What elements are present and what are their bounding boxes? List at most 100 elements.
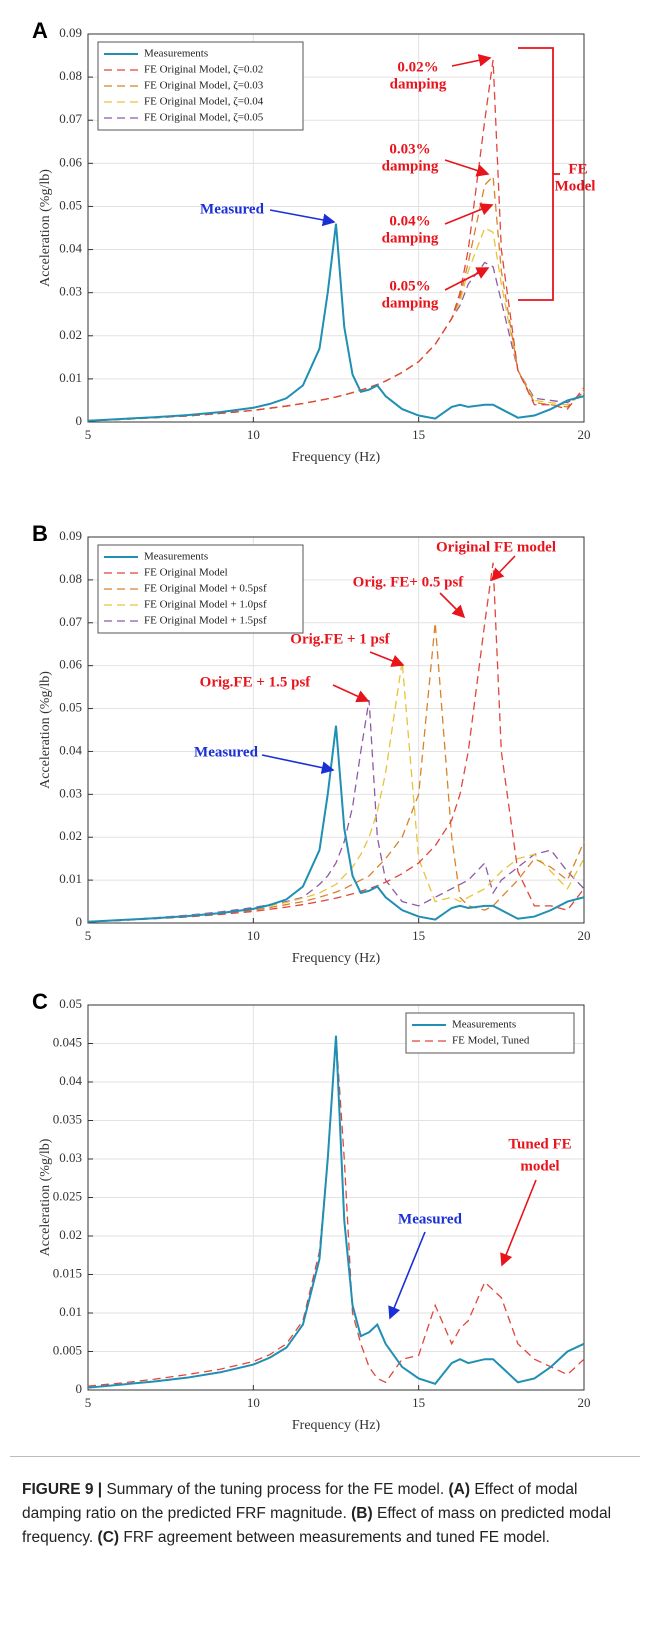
y-tick-label: 0.05	[59, 197, 82, 212]
legend-label: FE Original Model, ζ=0.04	[144, 96, 264, 108]
annotation: Orig.FE + 1.5 psf	[200, 674, 312, 690]
x-axis-label: Frequency (Hz)	[292, 450, 381, 465]
annotation: model	[520, 1158, 559, 1174]
x-tick-label: 15	[412, 928, 425, 943]
legend-label: FE Original Model + 1.5psf	[144, 615, 267, 627]
y-tick-label: 0	[76, 1381, 83, 1396]
y-tick-label: 0.03	[59, 1150, 82, 1165]
y-tick-label: 0	[76, 914, 83, 929]
x-tick-label: 15	[412, 427, 425, 442]
annotation: Measured	[194, 744, 259, 760]
series-line	[87, 59, 585, 422]
annotation-arrow	[444, 159, 490, 177]
y-tick-label: 0.05	[59, 700, 82, 715]
x-tick-label: 10	[247, 928, 260, 943]
y-tick-label: 0.08	[59, 571, 82, 586]
plot-frame	[87, 33, 585, 423]
x-tick-label: 5	[85, 1395, 92, 1410]
annotation-arrow	[490, 555, 516, 582]
y-tick-label: 0.07	[59, 111, 82, 126]
annotation: damping	[382, 295, 439, 311]
annotation: 0.03%	[389, 141, 430, 157]
annotation: Tuned FE	[508, 1136, 571, 1152]
y-tick-label: 0.04	[59, 241, 82, 256]
y-tick-label: 0.01	[59, 1304, 82, 1319]
annotation-arrow	[388, 1231, 426, 1320]
x-axis-label: Frequency (Hz)	[292, 1418, 381, 1433]
y-tick-label: 0.03	[59, 785, 82, 800]
annotation: 0.05%	[389, 278, 430, 294]
y-tick-label: 0.01	[59, 370, 82, 385]
series-line	[87, 699, 585, 923]
y-tick-label: 0	[76, 413, 83, 428]
x-tick-label: 20	[578, 1395, 591, 1410]
caption-text: Summary of the tuning process for the FE…	[106, 1481, 445, 1498]
series-line	[87, 1035, 585, 1389]
panel-label: C	[32, 989, 48, 1014]
y-tick-label: 0.06	[59, 154, 82, 169]
x-tick-label: 20	[578, 928, 591, 943]
y-axis-label: Acceleration (%g/lb)	[38, 169, 53, 287]
y-tick-label: 0.05	[59, 996, 82, 1011]
panel-label: A	[32, 18, 48, 43]
caption-text: Effect of modal damping ratio on the pre…	[22, 1481, 578, 1522]
annotation-arrow	[451, 54, 492, 67]
y-tick-label: 0.02	[59, 1227, 82, 1242]
annotation: damping	[390, 76, 447, 92]
caption-label: (B)	[351, 1505, 373, 1522]
legend-label: FE Original Model	[144, 567, 228, 579]
annotation: damping	[382, 158, 439, 174]
annotation-arrow	[444, 203, 494, 225]
annotation-arrow	[332, 684, 370, 703]
y-tick-label: 0.09	[59, 528, 82, 543]
series-line	[87, 223, 585, 422]
caption-label: (A)	[448, 1481, 471, 1498]
annotation-arrow	[269, 209, 336, 227]
annotation: Orig.FE + 1 psf	[290, 631, 390, 647]
annotation-arrow	[261, 754, 335, 774]
legend-label: FE Original Model, ζ=0.02	[144, 64, 263, 76]
x-tick-label: 5	[85, 427, 92, 442]
y-tick-label: 0.025	[53, 1188, 82, 1203]
x-tick-label: 10	[247, 427, 260, 442]
plot-frame	[87, 536, 585, 924]
legend-label: FE Original Model, ζ=0.05	[144, 112, 264, 124]
y-tick-label: 0.005	[53, 1342, 82, 1357]
legend-label: Measurements	[144, 551, 208, 563]
y-tick-label: 0.03	[59, 284, 82, 299]
x-tick-label: 10	[247, 1395, 260, 1410]
annotation-arrow	[369, 651, 405, 667]
panel-label: B	[32, 521, 48, 546]
annotation-arrow	[444, 267, 490, 291]
y-axis-label: Acceleration (%g/lb)	[38, 1138, 53, 1256]
annotation: 0.02%	[397, 59, 438, 75]
annotation: Orig. FE+ 0.5 psf	[353, 574, 465, 590]
series-line	[87, 661, 585, 923]
x-tick-label: 5	[85, 928, 92, 943]
legend-label: Measurements	[144, 48, 208, 60]
caption-label: FIGURE 9 |	[22, 1481, 103, 1498]
y-tick-label: 0.015	[53, 1265, 82, 1280]
caption-rule	[10, 1456, 640, 1457]
annotation-arrow	[439, 592, 466, 619]
figure: 0 0.01 0.02 0.03 0.04 0.05 0.06 0.07 0.08 0.09 5 10…	[32, 18, 596, 1433]
y-axis-label: Acceleration (%g/lb)	[38, 671, 53, 789]
caption-text: Effect of mass on predicted modal freque…	[22, 1505, 612, 1546]
legend-box	[405, 1012, 575, 1054]
y-tick-label: 0.035	[53, 1111, 82, 1126]
plot-frame	[87, 1004, 585, 1391]
annotation: Original FE model	[436, 539, 556, 555]
legend-label: Measurements	[452, 1019, 516, 1031]
annotation: Model	[555, 178, 596, 194]
annotation: Measured	[398, 1211, 463, 1227]
legend-label: FE Original Model + 0.5psf	[144, 583, 267, 595]
x-tick-label: 15	[412, 1395, 425, 1410]
annotation: Measured	[200, 201, 265, 217]
bracket	[518, 47, 560, 301]
y-tick-label: 0.02	[59, 828, 82, 843]
legend-label: FE Model, Tuned	[452, 1035, 530, 1047]
caption-label: (C)	[97, 1529, 120, 1546]
series-line	[87, 562, 585, 923]
y-tick-label: 0.09	[59, 25, 82, 40]
y-tick-label: 0.04	[59, 742, 82, 757]
